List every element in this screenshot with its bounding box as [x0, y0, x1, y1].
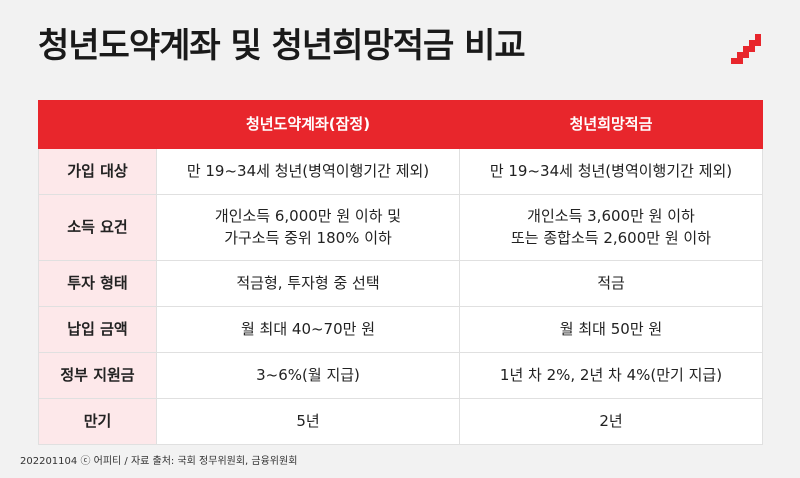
table-row: 가입 대상 만 19~34세 청년(병역이행기간 제외) 만 19~34세 청년…: [38, 148, 763, 195]
row-label: 정부 지원금: [38, 352, 157, 399]
row-label: 가입 대상: [38, 148, 157, 195]
cell-hope: 개인소득 3,600만 원 이하 또는 종합소득 2,600만 원 이하: [459, 194, 763, 261]
header-empty-cell: [38, 100, 157, 149]
table-row: 소득 요건 개인소득 6,000만 원 이하 및 가구소득 중위 180% 이하…: [38, 194, 763, 261]
cell-leap: 개인소득 6,000만 원 이하 및 가구소득 중위 180% 이하: [156, 194, 460, 261]
page-title: 청년도약계좌 및 청년희망적금 비교: [38, 26, 526, 66]
row-label: 소득 요건: [38, 194, 157, 261]
row-label: 만기: [38, 398, 157, 445]
source-footer: 202201104 ⓒ 어피티 / 자료 출처: 국회 정무위원회, 금융위원회: [20, 456, 298, 467]
cell-hope: 월 최대 50만 원: [459, 306, 763, 353]
table-row: 납입 금액 월 최대 40~70만 원 월 최대 50만 원: [38, 306, 763, 353]
comparison-table: 청년도약계좌(잠정) 청년희망적금 가입 대상 만 19~34세 청년(병역이행…: [38, 100, 763, 445]
cell-hope: 적금: [459, 260, 763, 307]
row-label: 납입 금액: [38, 306, 157, 353]
cell-leap: 적금형, 투자형 중 선택: [156, 260, 460, 307]
header-youth-hope-savings: 청년희망적금: [459, 100, 763, 149]
table-row: 투자 형태 적금형, 투자형 중 선택 적금: [38, 260, 763, 307]
table-row: 만기 5년 2년: [38, 398, 763, 445]
table-header-row: 청년도약계좌(잠정) 청년희망적금: [38, 100, 763, 149]
cell-leap: 월 최대 40~70만 원: [156, 306, 460, 353]
staircase-logo-icon: [731, 34, 761, 64]
cell-hope: 2년: [459, 398, 763, 445]
cell-leap: 3~6%(월 지급): [156, 352, 460, 399]
row-label: 투자 형태: [38, 260, 157, 307]
cell-hope: 1년 차 2%, 2년 차 4%(만기 지급): [459, 352, 763, 399]
cell-leap: 만 19~34세 청년(병역이행기간 제외): [156, 148, 460, 195]
cell-leap: 5년: [156, 398, 460, 445]
cell-hope: 만 19~34세 청년(병역이행기간 제외): [459, 148, 763, 195]
table-row: 정부 지원금 3~6%(월 지급) 1년 차 2%, 2년 차 4%(만기 지급…: [38, 352, 763, 399]
header-youth-leap-account: 청년도약계좌(잠정): [156, 100, 460, 149]
